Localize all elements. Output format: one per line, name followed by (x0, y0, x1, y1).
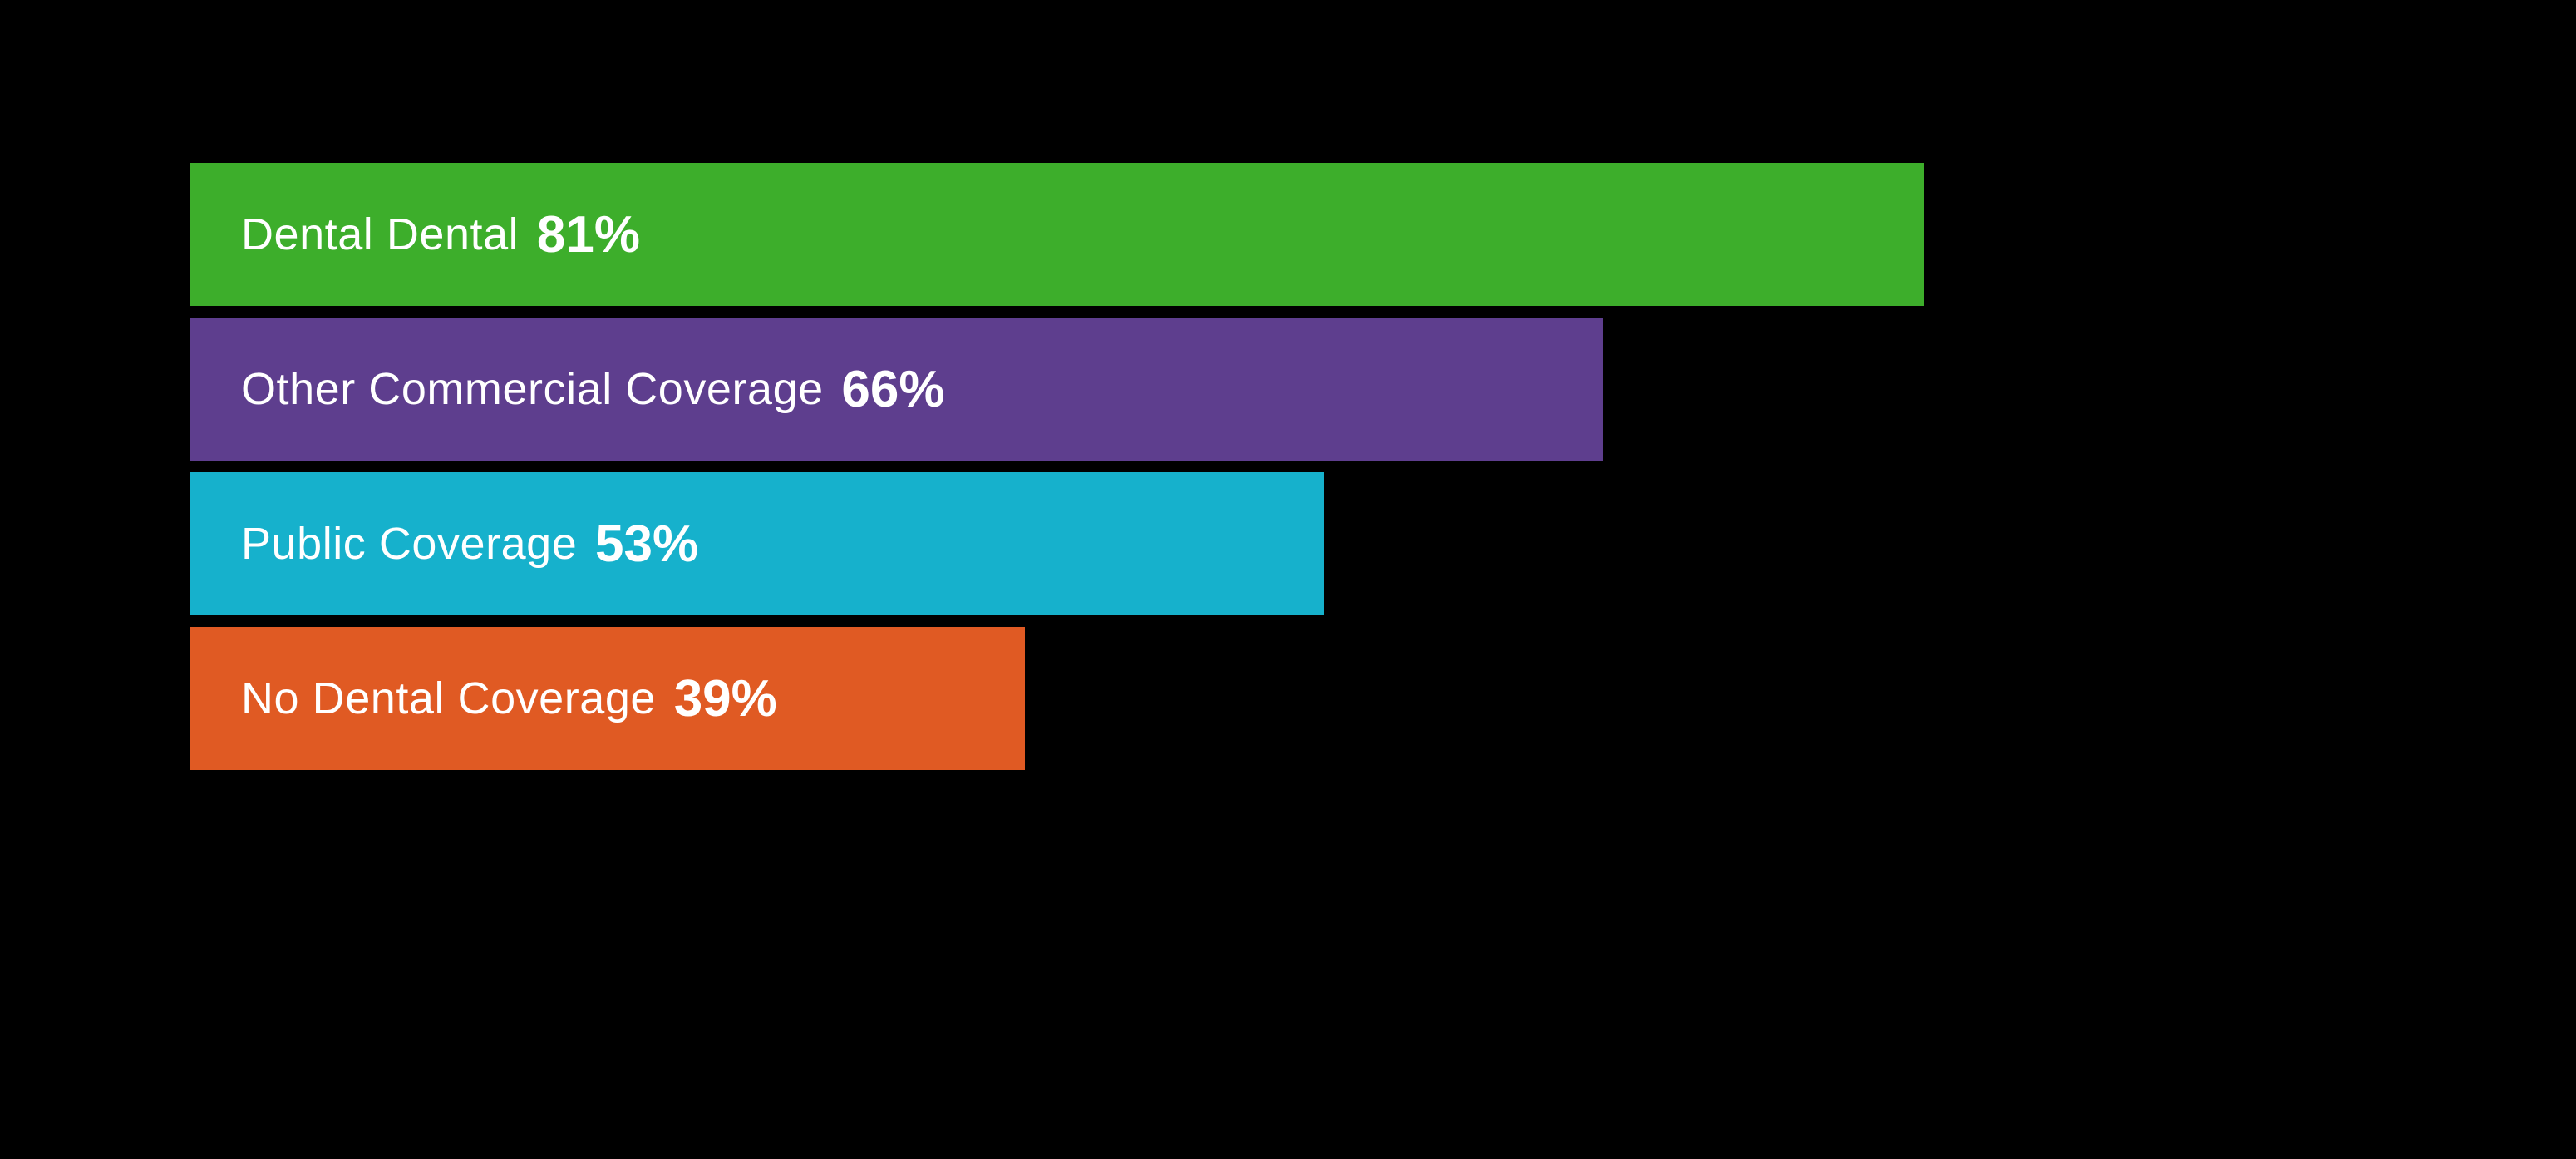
bar-value: 66% (841, 360, 944, 419)
bar-label: Dental Dental (241, 209, 519, 260)
bar: No Dental Coverage 39% (190, 627, 1025, 770)
bar: Dental Dental 81% (190, 163, 1924, 306)
bar-label: Other Commercial Coverage (241, 363, 824, 415)
bar: Public Coverage 53% (190, 472, 1324, 615)
bar: Other Commercial Coverage 66% (190, 318, 1603, 461)
bar-value: 53% (595, 515, 698, 574)
chart-canvas: Dental Dental 81% Other Commercial Coverag… (0, 0, 2576, 1159)
bars-container: Dental Dental 81% Other Commercial Coverag… (190, 163, 1924, 782)
bar-value: 39% (674, 669, 777, 728)
bar-label: Public Coverage (241, 518, 577, 570)
bar-label: No Dental Coverage (241, 673, 656, 724)
bar-value: 81% (537, 205, 640, 264)
